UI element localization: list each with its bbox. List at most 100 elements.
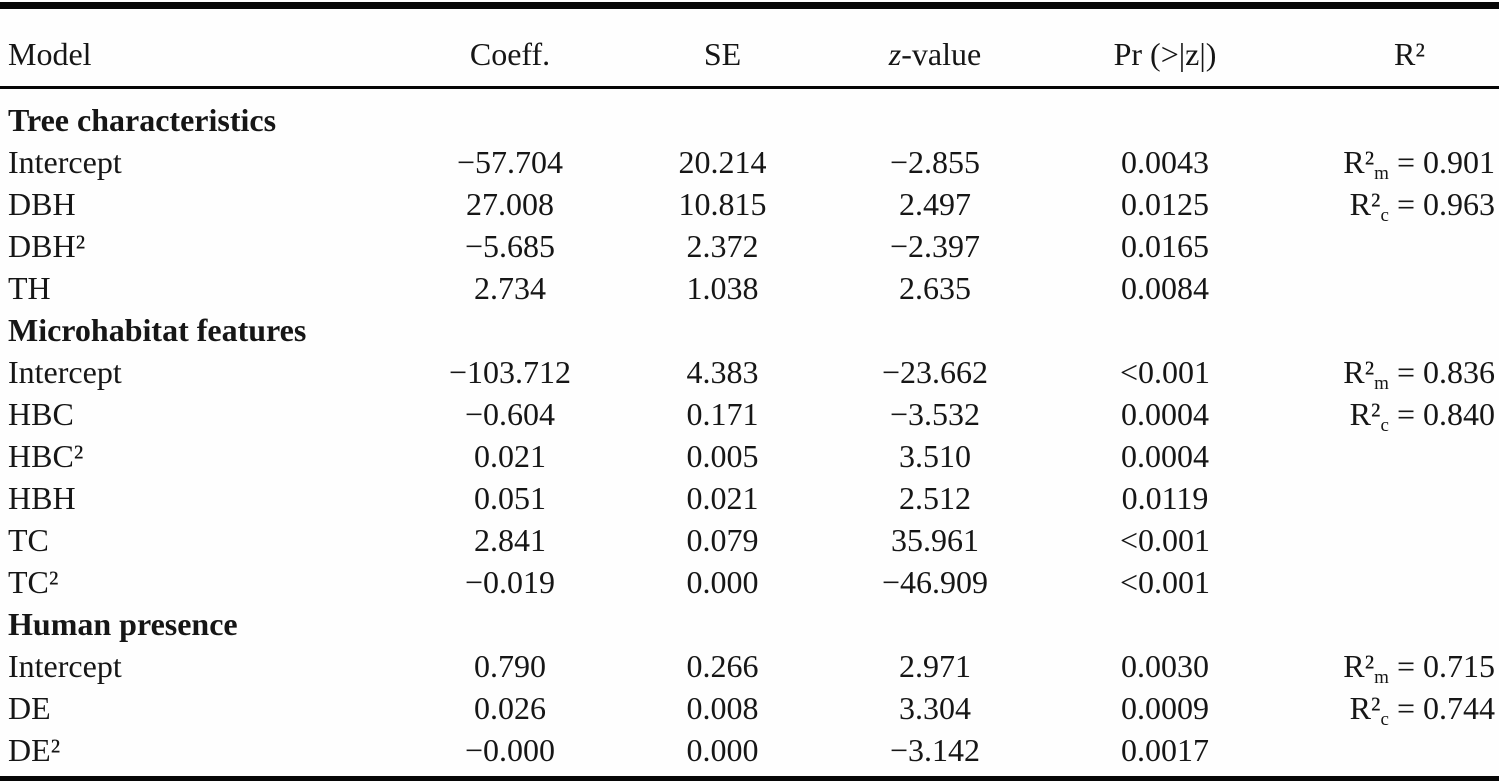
cell-model: HBC (8, 396, 74, 433)
cell-se: 4.383 (686, 354, 759, 391)
section-row: Microhabitat features (0, 309, 1499, 351)
cell-z-value: −3.532 (889, 396, 981, 433)
cell-z-value: −46.909 (881, 564, 989, 601)
model-results-table: Model Coeff. SE z-value Pr (>|z|) R² Tre… (0, 9, 1499, 771)
table-row: Intercept −103.712 4.383 −23.662 <0.001 R²m =… (0, 351, 1499, 393)
table-row: HBC −0.604 0.171 −3.532 0.0004 R²c = 0.840 (0, 393, 1499, 435)
cell-r2: R²c = 0.744 (1349, 690, 1495, 731)
table-row: HBC² 0.021 0.005 3.510 0.0004 (0, 435, 1499, 477)
cell-p-value: <0.001 (1119, 354, 1211, 391)
header-pr: Pr (>|z|) (1010, 9, 1320, 90)
header-z-value: z-value (860, 9, 1010, 90)
cell-r2 (1320, 435, 1499, 477)
section-row: Human presence (0, 603, 1499, 645)
r2-subscript: m (1374, 163, 1389, 185)
cell-r2: R²m = 0.715 (1343, 648, 1495, 689)
cell-p-value: 0.0004 (1121, 438, 1209, 475)
r2-subscript: c (1380, 415, 1389, 437)
cell-se: 2.372 (686, 228, 759, 265)
r2-subscript: c (1380, 709, 1389, 731)
cell-p-value: 0.0119 (1121, 480, 1209, 517)
table-row: Intercept −57.704 20.214 −2.855 0.0043 R²m = … (0, 141, 1499, 183)
cell-p-value: 0.0030 (1121, 648, 1209, 685)
table-row: DE² −0.000 0.000 −3.142 0.0017 (0, 729, 1499, 771)
cell-se: 0.266 (686, 648, 759, 685)
table-row: Intercept 0.790 0.266 2.971 0.0030 R²m = 0.71… (0, 645, 1499, 687)
cell-z-value: −2.397 (889, 228, 981, 265)
cell-coeff: −57.704 (456, 144, 564, 181)
cell-p-value: 0.0125 (1121, 186, 1209, 223)
cell-r2 (1320, 225, 1499, 267)
cell-se: 0.000 (686, 564, 759, 601)
cell-se: 0.008 (686, 690, 759, 727)
section-row: Tree characteristics (0, 88, 1499, 142)
cell-r2: R²c = 0.963 (1349, 186, 1495, 227)
cell-se: 0.171 (686, 396, 759, 433)
cell-coeff: 2.841 (474, 522, 546, 559)
r2-subscript: m (1374, 373, 1389, 395)
cell-p-value: 0.0004 (1121, 396, 1209, 433)
cell-model: TC² (8, 564, 59, 601)
cell-z-value: 3.304 (899, 690, 971, 727)
cell-z-value: 2.512 (899, 480, 971, 517)
cell-se: 0.005 (686, 438, 759, 475)
cell-se: 0.021 (686, 480, 759, 517)
cell-p-value: 0.0009 (1121, 690, 1209, 727)
cell-z-value: 2.971 (899, 648, 971, 685)
cell-z-value: 35.961 (891, 522, 979, 559)
cell-model: Intercept (8, 354, 122, 391)
header-model: Model (0, 9, 435, 90)
cell-z-value: −23.662 (881, 354, 989, 391)
cell-coeff: 0.021 (474, 438, 546, 475)
cell-coeff: 0.026 (474, 690, 546, 727)
cell-coeff: −0.000 (464, 732, 556, 769)
cell-r2 (1320, 477, 1499, 519)
cell-z-value: 3.510 (899, 438, 971, 475)
cell-r2: R²m = 0.901 (1343, 144, 1495, 185)
cell-coeff: −0.604 (464, 396, 556, 433)
cell-coeff: −0.019 (464, 564, 556, 601)
cell-coeff: −103.712 (448, 354, 572, 391)
cell-r2 (1320, 267, 1499, 309)
table-row: TH 2.734 1.038 2.635 0.0084 (0, 267, 1499, 309)
r2-subscript: c (1380, 205, 1389, 227)
cell-model: Intercept (8, 648, 122, 685)
cell-se: 20.214 (678, 144, 767, 181)
table-row: HBH 0.051 0.021 2.512 0.0119 (0, 477, 1499, 519)
cell-p-value: 0.0084 (1121, 270, 1209, 307)
cell-z-value: −3.142 (889, 732, 981, 769)
cell-r2 (1320, 519, 1499, 561)
section-label: Microhabitat features (8, 312, 307, 349)
header-r2: R² (1320, 9, 1499, 90)
section-label: Tree characteristics (8, 102, 277, 139)
cell-p-value: <0.001 (1119, 564, 1211, 601)
cell-model: DE² (8, 732, 61, 769)
cell-model: Intercept (8, 144, 122, 181)
cell-coeff: 2.734 (474, 270, 546, 307)
table-row: TC 2.841 0.079 35.961 <0.001 (0, 519, 1499, 561)
cell-model: TH (8, 270, 51, 307)
cell-p-value: 0.0165 (1121, 228, 1209, 265)
header-row: Model Coeff. SE z-value Pr (>|z|) R² (0, 9, 1499, 90)
cell-se: 0.000 (686, 732, 759, 769)
table-row: TC² −0.019 0.000 −46.909 <0.001 (0, 561, 1499, 603)
cell-coeff: 0.051 (474, 480, 546, 517)
header-se: SE (585, 9, 860, 90)
cell-p-value: <0.001 (1119, 522, 1211, 559)
cell-coeff: 0.790 (474, 648, 546, 685)
cell-model: TC (8, 522, 49, 559)
cell-coeff: −5.685 (464, 228, 556, 265)
cell-se: 10.815 (678, 186, 767, 223)
cell-model: DBH (8, 186, 76, 223)
cell-r2: R²m = 0.836 (1343, 354, 1495, 395)
cell-z-value: −2.855 (889, 144, 981, 181)
cell-model: DBH² (8, 228, 86, 265)
cell-model: DE (8, 690, 51, 727)
cell-model: HBH (8, 480, 76, 517)
cell-p-value: 0.0043 (1121, 144, 1209, 181)
cell-r2: R²c = 0.840 (1349, 396, 1495, 437)
cell-z-value: 2.635 (899, 270, 971, 307)
z-italic: z (888, 36, 902, 72)
table-row: DBH 27.008 10.815 2.497 0.0125 R²c = 0.963 (0, 183, 1499, 225)
